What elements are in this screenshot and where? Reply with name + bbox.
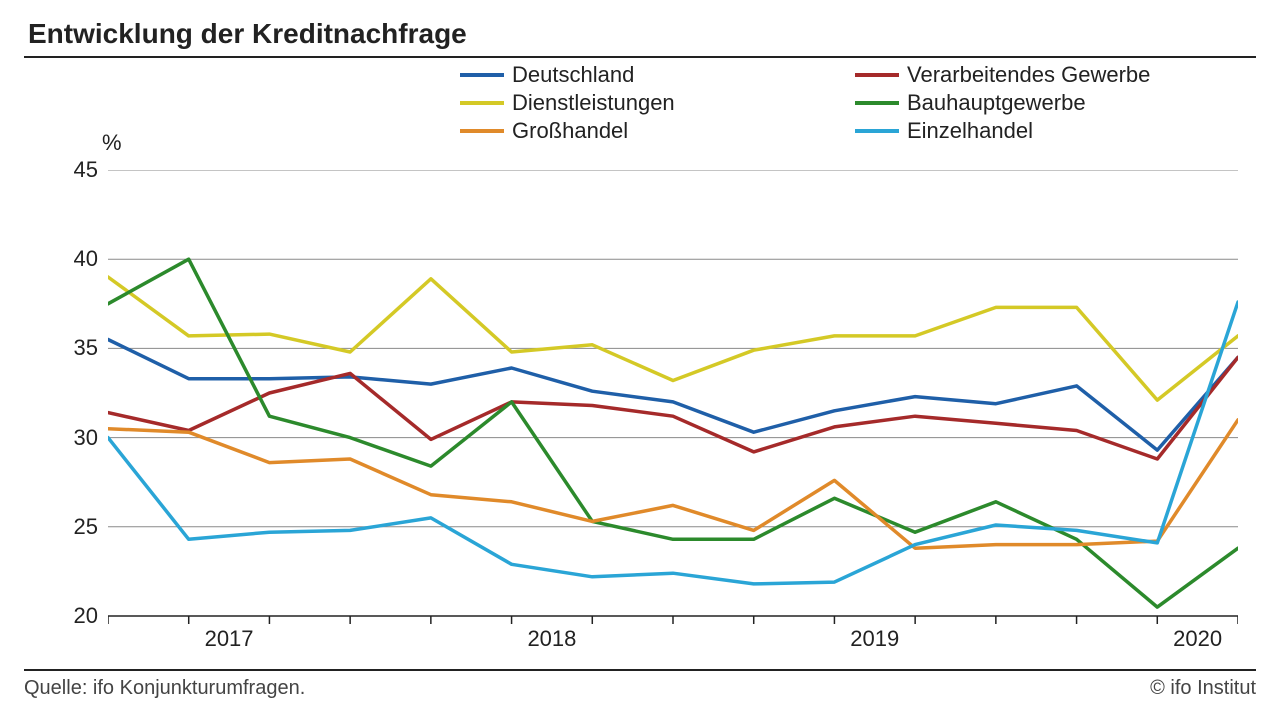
x-tick-label: 2020: [1173, 626, 1222, 652]
series-line: [108, 277, 1238, 400]
legend-label: Einzelhandel: [907, 118, 1033, 144]
x-tick-label: 2018: [527, 626, 576, 652]
bottom-rule: [24, 669, 1256, 671]
legend-swatch: [460, 129, 504, 133]
series-line: [108, 357, 1238, 459]
series-line: [108, 259, 1238, 607]
y-axis-label: %: [102, 130, 122, 156]
legend-label: Verarbeitendes Gewerbe: [907, 62, 1150, 88]
top-rule: [24, 56, 1256, 58]
x-tick-label: 2017: [205, 626, 254, 652]
legend-swatch: [855, 101, 899, 105]
legend: Deutschland Verarbeitendes Gewerbe Dienstl…: [460, 62, 1250, 144]
source-label: Quelle: ifo Konjunkturumfragen.: [24, 677, 305, 700]
legend-item: Einzelhandel: [855, 118, 1250, 144]
legend-label: Bauhauptgewerbe: [907, 90, 1086, 116]
chart-title: Entwicklung der Kreditnachfrage: [28, 18, 1256, 50]
copyright-label: © ifo Institut: [1150, 677, 1256, 700]
legend-label: Großhandel: [512, 118, 628, 144]
legend-item: Deutschland: [460, 62, 855, 88]
legend-item: Großhandel: [460, 118, 855, 144]
chart-container: Entwicklung der Kreditnachfrage Deutschl…: [0, 0, 1280, 727]
chart-footer: Quelle: ifo Konjunkturumfragen. © ifo In…: [24, 669, 1256, 709]
y-tick-label: 40: [52, 246, 98, 272]
legend-label: Deutschland: [512, 62, 634, 88]
legend-item: Dienstleistungen: [460, 90, 855, 116]
legend-item: Verarbeitendes Gewerbe: [855, 62, 1250, 88]
x-tick-label: 2019: [850, 626, 899, 652]
legend-swatch: [855, 73, 899, 77]
y-tick-label: 35: [52, 335, 98, 361]
y-tick-label: 45: [52, 157, 98, 183]
y-tick-label: 30: [52, 425, 98, 451]
legend-label: Dienstleistungen: [512, 90, 675, 116]
legend-item: Bauhauptgewerbe: [855, 90, 1250, 116]
y-tick-label: 20: [52, 603, 98, 629]
legend-swatch: [460, 101, 504, 105]
line-chart: [108, 170, 1238, 640]
legend-swatch: [460, 73, 504, 77]
legend-swatch: [855, 129, 899, 133]
y-tick-label: 25: [52, 514, 98, 540]
series-line: [108, 340, 1238, 451]
series-line: [108, 302, 1238, 584]
